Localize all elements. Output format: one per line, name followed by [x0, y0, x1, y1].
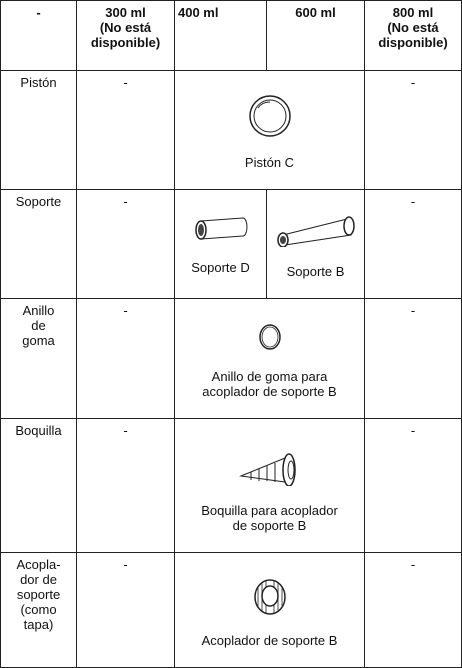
- row-label: Anillo de goma: [0, 298, 77, 419]
- header-cell: -: [0, 0, 77, 71]
- cell: -: [76, 552, 175, 668]
- row: Pistón - Pistón C -: [0, 70, 462, 190]
- cell: Soporte D: [174, 189, 267, 299]
- caption: Soporte B: [286, 264, 345, 279]
- caption: Boquilla para acoplador de soporte B: [201, 503, 338, 533]
- cell: -: [364, 552, 462, 668]
- cell: Soporte B: [266, 189, 365, 299]
- header-cell: 800 ml (No está disponible): [364, 0, 462, 71]
- row: Boquilla - Boquilla para acoplador de so…: [0, 418, 462, 553]
- row: Soporte - Soporte D Soporte B -: [0, 189, 462, 299]
- cell: -: [364, 70, 462, 190]
- caption: Soporte D: [191, 260, 250, 275]
- cell: -: [76, 298, 175, 419]
- header-row: - 300 ml (No está disponible) 400 ml 600…: [0, 0, 462, 71]
- cell: Anillo de goma para acoplador de soporte…: [174, 298, 365, 419]
- cell: Acoplador de soporte B: [174, 552, 365, 668]
- row-label: Acopla- dor de soporte (como tapa): [0, 552, 77, 668]
- ring-icon: [258, 324, 281, 350]
- cell: -: [364, 418, 462, 553]
- row-label: Pistón: [0, 70, 77, 190]
- row: Acopla- dor de soporte (como tapa) - Aco…: [0, 552, 462, 668]
- nozzle-icon: [238, 453, 296, 486]
- cell: -: [76, 189, 175, 299]
- cell: Pistón C: [174, 70, 365, 190]
- cell: -: [364, 298, 462, 419]
- cell: -: [364, 189, 462, 299]
- caption: Anillo de goma para acoplador de soporte…: [202, 369, 337, 399]
- cell: -: [76, 70, 175, 190]
- cell: Boquilla para acoplador de soporte B: [174, 418, 365, 553]
- row-label: Boquilla: [0, 418, 77, 553]
- holder-icon: [194, 217, 247, 240]
- header-cell: 600 ml: [266, 0, 365, 71]
- header-cell: 300 ml (No está disponible): [76, 0, 175, 71]
- row-label: Soporte: [0, 189, 77, 299]
- holder-icon: [276, 216, 355, 247]
- piston-icon: [248, 95, 291, 137]
- coupler-icon: [253, 579, 286, 615]
- row: Anillo de goma - Anillo de goma para aco…: [0, 298, 462, 419]
- cell: -: [76, 418, 175, 553]
- caption: Acoplador de soporte B: [201, 633, 338, 648]
- caption: Pistón C: [244, 155, 295, 170]
- header-cell: 400 ml: [174, 0, 267, 71]
